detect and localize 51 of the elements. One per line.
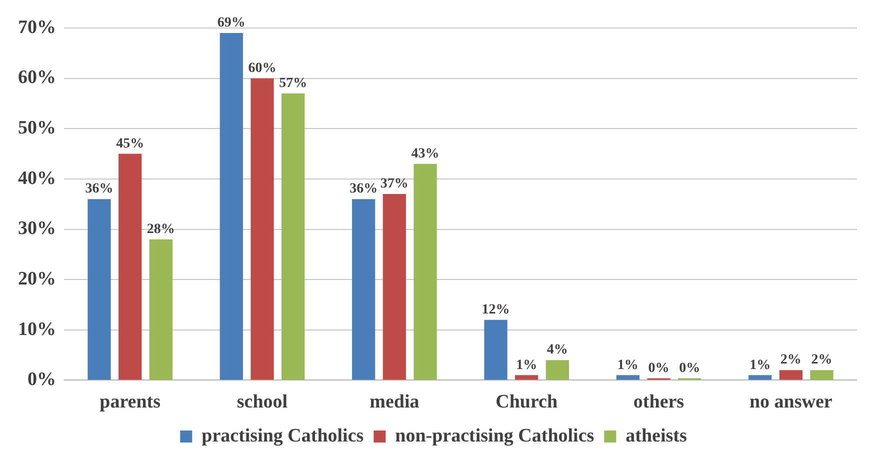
data-label: 60% bbox=[248, 60, 276, 76]
y-tick-label: 50% bbox=[18, 118, 56, 139]
x-tick-label: Church bbox=[496, 392, 558, 413]
bar bbox=[118, 154, 142, 380]
bar bbox=[250, 78, 274, 380]
legend-label: non-practising Catholics bbox=[395, 425, 594, 446]
bar bbox=[484, 320, 508, 380]
data-label: 36% bbox=[350, 182, 378, 197]
y-tick-label: 20% bbox=[18, 268, 56, 290]
x-tick-label: no answer bbox=[749, 392, 833, 413]
bar bbox=[382, 194, 406, 380]
legend-label: practising Catholics bbox=[202, 425, 364, 446]
data-label: 69% bbox=[217, 16, 246, 31]
bar bbox=[515, 375, 538, 380]
bar bbox=[616, 375, 640, 380]
y-tick-label: 10% bbox=[18, 318, 56, 340]
y-tick-label: 60% bbox=[18, 67, 56, 88]
bar bbox=[282, 93, 305, 380]
bar bbox=[779, 370, 802, 380]
x-tick-label: parents bbox=[100, 392, 161, 413]
data-label: 43% bbox=[411, 146, 440, 162]
x-tick-label: others bbox=[633, 392, 684, 413]
y-tick-label: 30% bbox=[18, 218, 56, 240]
data-label: 0% bbox=[679, 360, 700, 376]
data-label: 1% bbox=[750, 358, 771, 373]
bar bbox=[352, 199, 376, 380]
data-label: 1% bbox=[516, 358, 538, 373]
bar bbox=[414, 164, 437, 380]
bar bbox=[546, 360, 569, 380]
data-label: 1% bbox=[617, 358, 638, 373]
data-label: 36% bbox=[85, 182, 114, 197]
y-tick-label: 40% bbox=[18, 168, 56, 189]
data-label: 4% bbox=[546, 342, 568, 358]
data-label: 0% bbox=[648, 360, 670, 376]
bar bbox=[748, 375, 772, 380]
x-tick-label: media bbox=[370, 392, 420, 413]
data-label: 2% bbox=[811, 352, 832, 368]
bar bbox=[220, 33, 243, 380]
data-label: 57% bbox=[279, 76, 308, 92]
bar bbox=[149, 239, 172, 380]
data-label: 37% bbox=[380, 176, 408, 192]
y-tick-label: 0% bbox=[28, 369, 56, 390]
data-label: 45% bbox=[116, 136, 144, 152]
x-tick-label: school bbox=[236, 392, 288, 413]
bar bbox=[810, 370, 834, 380]
y-tick-label: 70% bbox=[18, 16, 56, 38]
legend-label: atheists bbox=[626, 425, 687, 446]
bar bbox=[88, 199, 111, 380]
data-label: 12% bbox=[482, 302, 510, 318]
data-label: 2% bbox=[780, 352, 802, 368]
data-label: 28% bbox=[146, 222, 175, 237]
